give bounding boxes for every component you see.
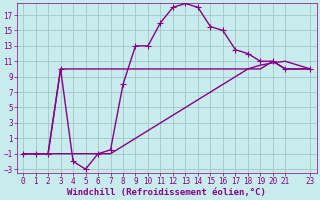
X-axis label: Windchill (Refroidissement éolien,°C): Windchill (Refroidissement éolien,°C) [67,188,266,197]
